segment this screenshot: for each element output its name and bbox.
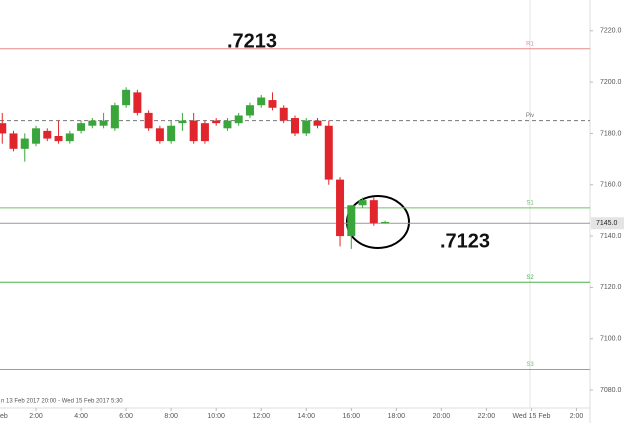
y-tick-label: 7200.0 (600, 79, 622, 86)
candle-body (324, 125, 333, 180)
highlight-circle (346, 195, 410, 249)
candle-body (257, 97, 266, 106)
candle-body (268, 100, 277, 108)
y-tick-label: 7100.0 (600, 336, 622, 343)
candle-body (245, 105, 254, 116)
candle-body (336, 179, 345, 237)
level-label: S2 (526, 275, 534, 281)
y-tick-label: 7140.0 (600, 233, 622, 240)
x-tick-label: 8:00 (164, 413, 178, 420)
candle-body (155, 128, 164, 142)
candle-body (381, 221, 390, 224)
x-tick-label: 4:00 (74, 413, 88, 420)
y-tick-label: 7220.0 (600, 28, 622, 35)
candle-body (88, 120, 97, 126)
last-price-label: 7145.0 (596, 220, 618, 227)
candle-body (302, 120, 311, 134)
candle-body (347, 205, 356, 237)
x-tick-label: 2:00 (29, 413, 43, 420)
candle-body (279, 107, 288, 121)
candle-body (369, 200, 378, 224)
x-tick-label: Wed 15 Feb (512, 413, 550, 420)
candle-body (189, 120, 198, 142)
candle-body (9, 133, 18, 149)
y-tick-label: 7080.0 (600, 387, 622, 394)
candle-body (0, 123, 7, 134)
candle-body (110, 105, 119, 129)
annotation: .7123 (440, 230, 490, 252)
y-tick-label: 7120.0 (600, 284, 622, 291)
candle-body (32, 128, 41, 144)
candle-body (144, 112, 153, 129)
y-tick-label: 7160.0 (600, 182, 622, 189)
x-tick-label: 12:00 (252, 413, 270, 420)
candle-body (291, 118, 299, 134)
level-label: S3 (526, 362, 534, 368)
x-tick-label: 10:00 (207, 413, 225, 420)
level-label: R1 (526, 41, 534, 47)
candle-body (54, 136, 63, 142)
candle-body (178, 120, 187, 124)
x-tick-label: 18:00 (388, 413, 406, 420)
candle-body (43, 130, 52, 139)
candle-body (167, 125, 176, 142)
candle-body (122, 89, 131, 106)
candle-body (223, 120, 232, 129)
x-tick-label: 22:00 (478, 413, 496, 420)
candle-body (234, 115, 243, 124)
level-label: S1 (526, 200, 534, 206)
candle-body (358, 200, 367, 206)
x-tick-label: 16:00 (343, 413, 361, 420)
annotation: .7213 (227, 30, 277, 52)
last-price-box (591, 217, 624, 230)
candle-body (212, 120, 221, 124)
level-label: Piv (526, 113, 534, 119)
candle-body (20, 138, 29, 149)
x-tick-label: 2:00 (570, 413, 584, 420)
footer: n 13 Feb 2017 20:00 - Wed 15 Feb 2017 5:… (1, 399, 123, 405)
candle-body (99, 120, 108, 126)
x-tick-label: 20:00 (433, 413, 451, 420)
candle-body (77, 123, 86, 131)
y-tick-label: 7180.0 (600, 130, 622, 137)
x-tick-label: 14:00 (297, 413, 315, 420)
x-tick-label: eb (0, 413, 8, 420)
candle-body (65, 133, 74, 142)
candle-body (133, 92, 142, 113)
candle-body (313, 120, 322, 126)
candle-body (200, 123, 209, 142)
x-tick-label: 6:00 (119, 413, 133, 420)
